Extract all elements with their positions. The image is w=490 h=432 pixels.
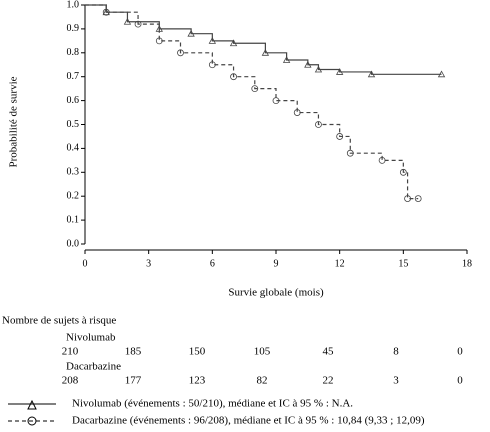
risk-value: 8 [393,346,399,358]
risk-value: 177 [125,375,142,387]
y-tick-label: 0.7 [67,71,80,82]
risk-value: 210 [62,346,79,358]
censor-marker [414,195,422,202]
censor-marker [437,70,446,78]
risk-row-name: Nivolumab [66,332,116,344]
censor-marker [399,168,407,176]
legend-marker [27,416,37,426]
legend-label: Nivolumab (événements : 50/210), médiane… [72,398,353,410]
y-axis-label: Probabilité de survie [8,76,20,167]
censor-marker [404,195,411,202]
y-tick-label: 1.0 [67,0,80,10]
censor-marker [315,121,322,128]
risk-row-name: Dacarbazine [66,361,121,373]
y-tick-label: 0.0 [67,238,80,249]
risk-value: 45 [323,346,335,358]
censor-marker [282,56,291,63]
censor-marker [177,49,184,57]
survival-curve [85,4,442,75]
risk-value: 123 [189,375,206,387]
y-tick-label: 0.5 [67,119,80,130]
legend: Nivolumab (événements : 50/210), médiane… [8,398,425,427]
risk-value: 82 [257,375,268,387]
censor-marker [208,61,216,69]
risk-value: 150 [189,346,206,358]
y-tick-label: 0.1 [67,214,80,225]
censor-marker [187,29,195,37]
risk-table-title: Nombre de sujets à risque [2,315,116,327]
x-tick-label: 3 [146,258,151,269]
y-tick-label: 0.6 [67,95,80,106]
risk-value: 0 [457,375,463,387]
risk-value: 0 [457,346,463,358]
y-tick-label: 0.4 [67,143,80,154]
risk-value: 22 [323,375,334,387]
censor-marker [346,149,354,157]
risk-value: 3 [393,375,399,387]
risk-value: 185 [125,346,142,358]
y-tick-label: 0.3 [67,167,80,178]
survival-curve [85,4,419,200]
censor-marker [261,48,270,56]
censor-marker [314,65,323,73]
censor-marker [230,73,237,81]
censor-marker [229,39,238,47]
censor-marker [123,17,132,25]
risk-value: 208 [62,375,79,387]
censor-marker [335,68,344,75]
censor-marker [336,133,344,140]
censor-marker [102,8,110,16]
censor-marker [378,156,386,164]
x-tick-label: 0 [83,258,88,269]
censor-marker [293,109,301,116]
censor-marker [367,70,376,78]
x-tick-label: 18 [462,258,472,269]
y-tick-label: 0.2 [67,190,80,201]
y-tick-label: 0.8 [67,47,80,58]
x-tick-label: 6 [210,258,215,269]
x-tick-label: 9 [274,258,279,269]
censor-marker [251,85,259,93]
legend-marker [27,399,37,410]
legend-label: Dacarbazine (événements : 96/208), média… [72,415,425,427]
censor-marker [304,60,312,68]
censor-marker [208,37,217,44]
y-tick-label: 0.9 [67,23,80,34]
x-axis-label: Survie globale (mois) [228,287,324,299]
censor-marker [134,20,142,28]
x-tick-label: 12 [335,258,345,269]
x-tick-label: 15 [398,258,408,269]
censor-marker [155,37,163,45]
risk-value: 105 [254,346,271,358]
censor-marker [272,97,280,104]
